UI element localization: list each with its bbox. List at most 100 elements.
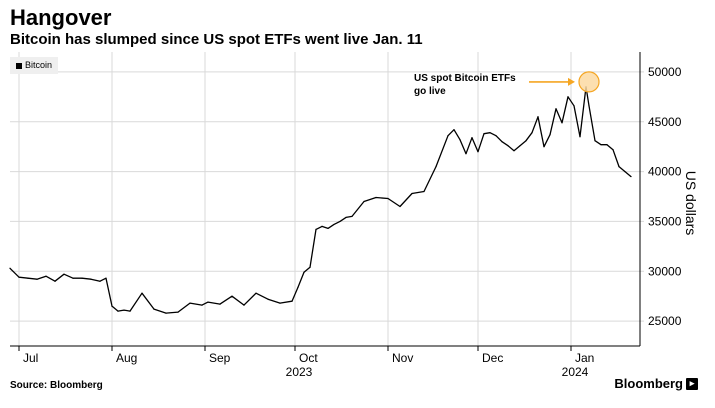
- y-tick-label: 25000: [648, 314, 682, 328]
- x-axis: Jul Aug Sep Oct Nov Dec Jan 2023 2024: [10, 345, 640, 379]
- data-point: [291, 300, 293, 302]
- data-point: [588, 105, 590, 107]
- brand-logo: Bloomberg ▸: [614, 376, 698, 391]
- x-tick-label: Oct: [299, 351, 318, 365]
- data-point: [411, 192, 413, 195]
- y-axis-title: US dollars: [683, 171, 699, 236]
- data-point: [606, 144, 608, 146]
- data-point: [345, 216, 347, 219]
- data-point: [219, 303, 221, 305]
- bloomberg-mark-icon: ▸: [686, 377, 698, 390]
- legend-label: Bitcoin: [25, 60, 53, 70]
- data-point: [36, 278, 38, 280]
- data-point: [630, 175, 632, 178]
- y-tick-label: 45000: [648, 115, 682, 129]
- data-point: [471, 137, 473, 139]
- chart-title: Hangover: [10, 5, 112, 30]
- data-point: [618, 166, 620, 168]
- data-point: [387, 197, 389, 200]
- data-point: [624, 170, 626, 173]
- data-point: [72, 277, 74, 279]
- data-point: [579, 136, 581, 138]
- data-point: [243, 304, 245, 306]
- y-tick-label: 35000: [648, 214, 682, 228]
- data-point: [573, 105, 575, 107]
- data-point: [18, 276, 20, 278]
- data-point: [9, 267, 11, 269]
- data-point: [297, 286, 299, 288]
- series-bitcoin: [9, 86, 632, 314]
- data-point: [255, 292, 257, 294]
- data-point: [189, 302, 191, 304]
- data-point: [327, 227, 329, 229]
- data-point: [63, 273, 65, 275]
- data-point: [315, 228, 317, 230]
- data-point: [339, 220, 341, 223]
- data-point: [333, 223, 335, 226]
- x-tick-label: Dec: [482, 351, 503, 365]
- y-tick-label: 40000: [648, 165, 682, 179]
- data-point: [165, 312, 167, 314]
- x-year-label: 2024: [562, 365, 589, 379]
- x-tick-label: Jul: [23, 351, 38, 365]
- data-point: [105, 277, 107, 279]
- data-point: [483, 133, 485, 135]
- data-point: [141, 292, 143, 294]
- data-point: [513, 150, 515, 152]
- data-point: [543, 146, 545, 148]
- data-point: [99, 280, 101, 282]
- y-axis: 25000 30000 35000 40000 45000 50000 US dollars: [639, 52, 699, 346]
- data-point: [54, 280, 56, 282]
- data-point: [399, 205, 401, 208]
- data-point: [231, 295, 233, 297]
- y-tick-label: 50000: [648, 65, 682, 79]
- data-point: [549, 134, 551, 136]
- data-point: [465, 153, 467, 155]
- data-point: [123, 309, 125, 311]
- data-point: [90, 278, 92, 280]
- data-point: [525, 140, 527, 142]
- data-point: [177, 311, 179, 313]
- x-year-label: 2023: [286, 365, 313, 379]
- data-point: [363, 200, 365, 203]
- data-point: [612, 149, 614, 151]
- legend: Bitcoin: [10, 57, 59, 74]
- source-note: Source: Bloomberg: [10, 380, 103, 391]
- data-point: [501, 141, 503, 143]
- data-point: [267, 298, 269, 300]
- legend-swatch: [16, 62, 22, 69]
- data-point: [111, 305, 113, 307]
- data-point: [561, 122, 563, 124]
- data-point: [495, 135, 497, 137]
- brand-name: Bloomberg: [614, 376, 683, 391]
- data-point: [321, 225, 323, 228]
- data-point: [279, 302, 281, 304]
- data-point: [459, 139, 461, 141]
- data-point: [567, 96, 569, 98]
- data-point: [423, 190, 425, 193]
- grid-lines: [10, 52, 644, 346]
- data-point: [303, 271, 305, 273]
- data-point: [117, 310, 119, 312]
- data-point: [309, 266, 311, 268]
- data-point: [453, 129, 455, 131]
- data-point: [153, 308, 155, 310]
- data-point: [489, 132, 491, 134]
- annotation-text: US spot Bitcoin ETFs go live: [414, 73, 516, 97]
- x-tick-label: Jan: [575, 351, 594, 365]
- data-point: [201, 304, 203, 306]
- data-point: [594, 140, 596, 142]
- data-point: [507, 145, 509, 147]
- data-point: [375, 196, 377, 199]
- data-point: [477, 151, 479, 153]
- data-point: [531, 132, 533, 134]
- data-point: [600, 144, 602, 146]
- x-tick-label: Nov: [392, 351, 413, 365]
- data-point: [27, 277, 29, 279]
- annotation-highlight-circle: [578, 71, 600, 93]
- data-point: [129, 310, 131, 312]
- annotation-marker: [529, 71, 600, 93]
- data-point: [435, 166, 437, 168]
- data-point: [519, 145, 521, 147]
- series-line-bitcoin: [9, 86, 632, 314]
